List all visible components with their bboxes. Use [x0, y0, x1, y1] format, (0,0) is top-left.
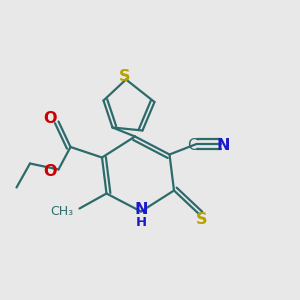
Text: S: S [196, 212, 207, 227]
Text: O: O [44, 111, 57, 126]
Text: N: N [134, 202, 148, 217]
Text: CH₃: CH₃ [50, 205, 74, 218]
Text: O: O [44, 164, 57, 178]
Text: S: S [119, 69, 130, 84]
Text: N: N [217, 138, 230, 153]
Text: C: C [187, 138, 198, 153]
Text: H: H [135, 215, 147, 229]
